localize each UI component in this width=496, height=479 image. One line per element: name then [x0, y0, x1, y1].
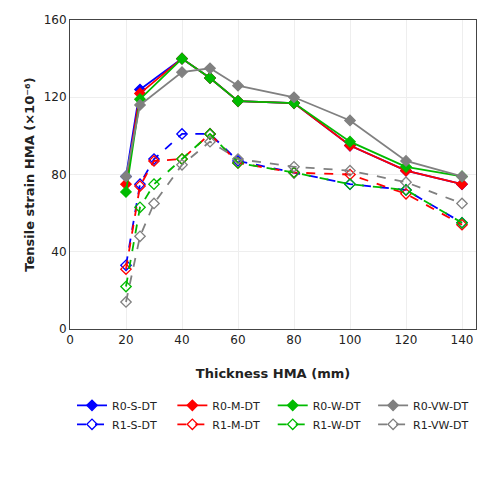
svg-text:140: 140 [451, 333, 474, 347]
svg-text:20: 20 [118, 333, 133, 347]
svg-text:100: 100 [339, 333, 362, 347]
svg-text:R1-VW-DT: R1-VW-DT [413, 419, 468, 432]
svg-text:R1-S-DT: R1-S-DT [112, 419, 157, 432]
svg-text:80: 80 [51, 168, 66, 182]
svg-text:0: 0 [59, 322, 67, 336]
svg-text:0: 0 [66, 333, 74, 347]
svg-text:Tensile strain HMA (×10⁻⁶): Tensile strain HMA (×10⁻⁶) [22, 77, 37, 271]
svg-text:40: 40 [51, 245, 66, 259]
svg-text:80: 80 [286, 333, 301, 347]
svg-text:160: 160 [44, 13, 67, 27]
svg-text:60: 60 [230, 333, 245, 347]
svg-text:120: 120 [44, 90, 67, 104]
svg-text:40: 40 [174, 333, 189, 347]
svg-text:R1-W-DT: R1-W-DT [313, 419, 361, 432]
svg-text:R0-S-DT: R0-S-DT [112, 400, 157, 413]
svg-text:R0-VW-DT: R0-VW-DT [413, 400, 468, 413]
svg-text:Thickness HMA (mm): Thickness HMA (mm) [196, 366, 350, 381]
svg-text:120: 120 [395, 333, 418, 347]
svg-text:R0-M-DT: R0-M-DT [212, 400, 260, 413]
svg-text:R0-W-DT: R0-W-DT [313, 400, 361, 413]
svg-text:R1-M-DT: R1-M-DT [212, 419, 260, 432]
